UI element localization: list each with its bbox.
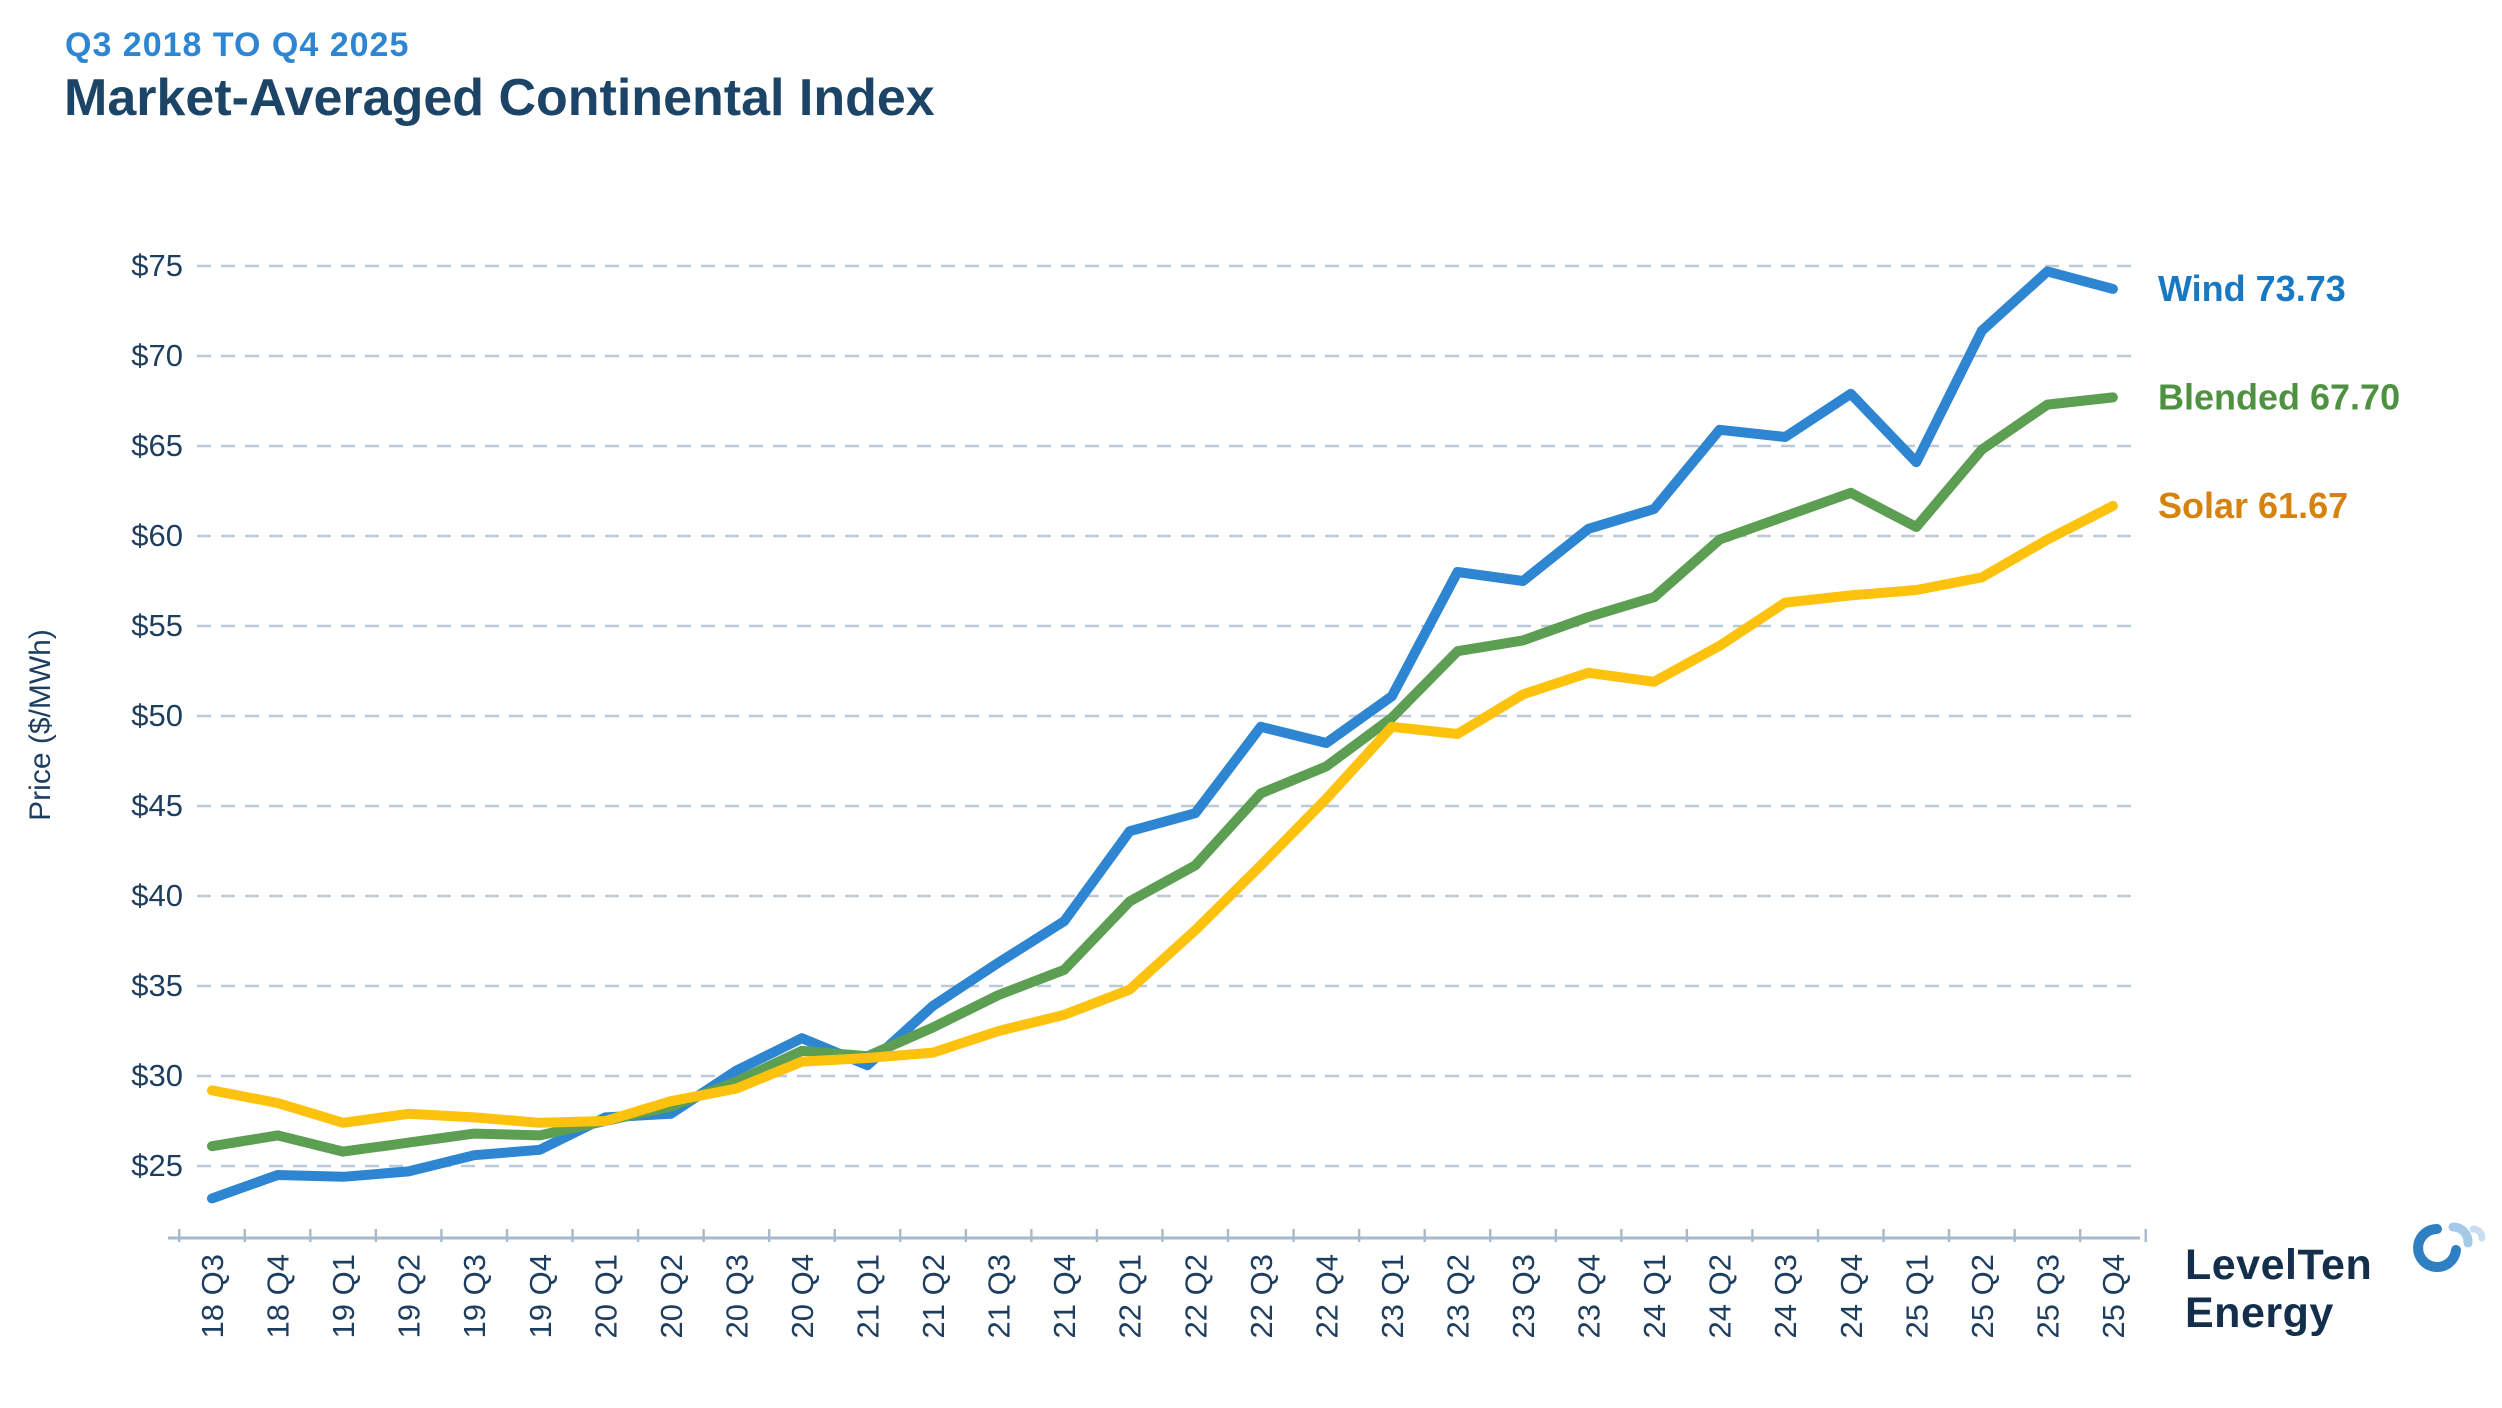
logo-line2: Energy <box>2185 1289 2334 1338</box>
levelten-logo-swirl-icon <box>2413 1222 2486 1272</box>
x-axis-tick-label: 19 Q3 <box>457 1254 492 1338</box>
x-axis-tick-label: 18 Q4 <box>261 1254 296 1338</box>
x-axis-tick-label: 23 Q2 <box>1440 1254 1475 1338</box>
legend-label-solar: Solar 61.67 <box>2158 485 2348 526</box>
x-axis-tick-label: 19 Q4 <box>523 1254 558 1338</box>
x-axis-tick-label: 21 Q1 <box>851 1254 886 1338</box>
x-axis-tick-label: 24 Q2 <box>1703 1254 1738 1338</box>
y-axis-tick-label: $65 <box>131 428 183 463</box>
y-axis-tick-label: $25 <box>131 1148 183 1183</box>
x-axis-tick-label: 20 Q1 <box>588 1254 623 1338</box>
x-axis-tick-label: 24 Q3 <box>1768 1254 1803 1338</box>
x-axis-tick-label: 23 Q3 <box>1506 1254 1541 1338</box>
x-axis-tick-label: 21 Q3 <box>982 1254 1017 1338</box>
wind-line <box>207 266 2118 1204</box>
x-axis-tick-label: 25 Q2 <box>1965 1254 2000 1338</box>
y-axis-tick-label: $55 <box>131 608 183 643</box>
x-axis-tick-label: 22 Q1 <box>1113 1254 1148 1338</box>
x-axis-tick-label: 23 Q1 <box>1375 1254 1410 1338</box>
x-axis-tick-label: 25 Q3 <box>2030 1254 2065 1338</box>
y-axis-tick-label: $30 <box>131 1058 183 1093</box>
x-axis-tick-label: 25 Q4 <box>2096 1254 2131 1338</box>
solar-line <box>207 500 2118 1128</box>
y-axis-tick-label: $60 <box>131 518 183 553</box>
chart-subtitle: Q3 2018 TO Q4 2025 <box>65 26 410 64</box>
y-axis-tick-label: $45 <box>131 788 183 823</box>
y-axis-tick-label: $75 <box>131 248 183 283</box>
legend-label-wind: Wind 73.73 <box>2158 268 2346 309</box>
x-axis-tick-label: 20 Q4 <box>785 1254 820 1338</box>
levelten-logo: LevelTen Energy <box>2185 1222 2486 1338</box>
legend-label-blended: Blended 67.70 <box>2158 376 2400 417</box>
x-axis-tick-label: 21 Q2 <box>916 1254 951 1338</box>
blended-line <box>207 392 2118 1157</box>
y-axis-tick-label: $40 <box>131 878 183 913</box>
y-axis-tick-label: $35 <box>131 968 183 1003</box>
chart-title: Market-Averaged Continental Index <box>64 69 935 127</box>
x-axis-tick-label: 22 Q4 <box>1309 1254 1344 1338</box>
x-axis-tick-label: 22 Q2 <box>1178 1254 1213 1338</box>
x-axis-tick-label: 22 Q3 <box>1244 1254 1279 1338</box>
x-axis-tick-label: 18 Q3 <box>195 1254 230 1338</box>
x-axis-tick-label: 21 Q4 <box>1047 1254 1082 1338</box>
y-axis-tick-label: $50 <box>131 698 183 733</box>
logo-line1: LevelTen <box>2185 1241 2373 1289</box>
x-axis-tick-label: 24 Q1 <box>1637 1254 1672 1338</box>
x-axis-tick-label: 23 Q4 <box>1572 1254 1607 1338</box>
x-axis-tick-label: 25 Q1 <box>1899 1254 1934 1338</box>
x-axis-tick-label: 20 Q3 <box>719 1254 754 1338</box>
x-axis-tick-label: 19 Q2 <box>392 1254 427 1338</box>
y-axis-title: Price ($/MWh) <box>24 629 57 821</box>
x-axis-tick-label: 20 Q2 <box>654 1254 689 1338</box>
y-axis-tick-label: $70 <box>131 338 183 373</box>
x-axis-tick-label: 24 Q4 <box>1834 1254 1869 1338</box>
x-axis-tick-label: 19 Q1 <box>326 1254 361 1338</box>
